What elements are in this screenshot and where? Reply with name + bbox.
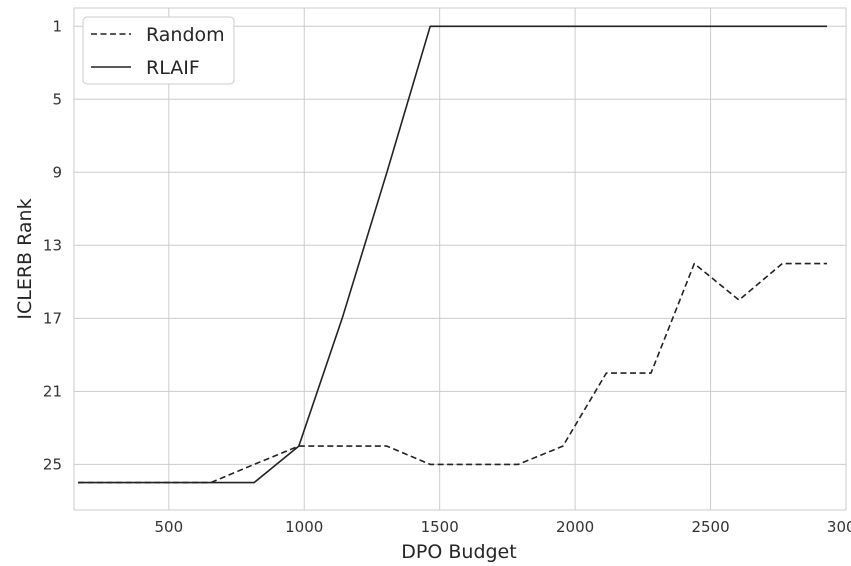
x-tick-label: 3000 bbox=[827, 518, 851, 536]
x-tick-label: 2500 bbox=[691, 518, 729, 536]
y-axis-label: ICLERB Rank bbox=[14, 198, 36, 319]
y-tick-label: 5 bbox=[52, 90, 62, 108]
y-tick-label: 1 bbox=[52, 17, 62, 35]
series-line-rlaif bbox=[78, 25, 827, 484]
tick-labels: 500 1000 1500 2000 2500 3000 1 5 9 13 17 21 25 bbox=[43, 17, 851, 536]
legend-label-random: Random bbox=[146, 24, 225, 46]
y-tick-label: 9 bbox=[52, 163, 62, 181]
y-tick-label: 25 bbox=[43, 455, 62, 473]
legend-label-rlaif: RLAIF bbox=[146, 57, 200, 79]
x-tick-label: 500 bbox=[154, 518, 183, 536]
legend: Random RLAIF bbox=[82, 16, 235, 85]
y-tick-label: 17 bbox=[43, 309, 62, 327]
series-lines bbox=[78, 25, 827, 484]
y-tick-label: 13 bbox=[43, 236, 62, 254]
x-tick-label: 1000 bbox=[285, 518, 323, 536]
x-tick-label: 2000 bbox=[556, 518, 594, 536]
x-tick-label: 1500 bbox=[421, 518, 459, 536]
y-tick-label: 21 bbox=[43, 382, 62, 400]
x-axis-label: DPO Budget bbox=[401, 541, 516, 563]
plot-area bbox=[73, 7, 847, 511]
